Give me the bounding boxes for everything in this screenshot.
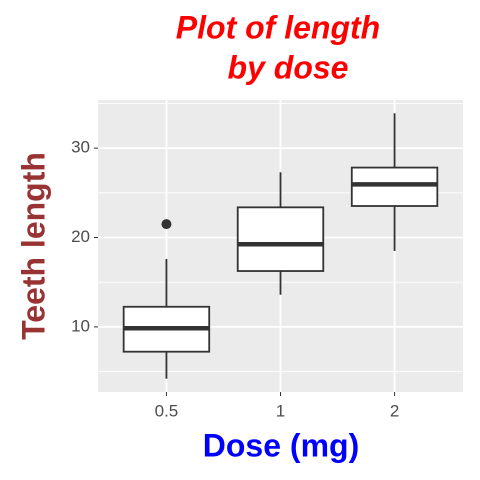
x-axis-title: Dose (mg) xyxy=(203,427,359,463)
box xyxy=(236,206,325,272)
y-tick-label: 30 xyxy=(71,138,90,157)
x-tick-label: 1 xyxy=(276,401,285,420)
y-tick-label: 20 xyxy=(71,227,90,246)
x-tick-label: 2 xyxy=(390,401,399,420)
chart-title: by dose xyxy=(228,49,349,85)
y-tick-label: 10 xyxy=(71,316,90,335)
x-tick-label: 0.5 xyxy=(155,401,179,420)
outlier xyxy=(161,219,172,230)
chart-title: Plot of length xyxy=(176,9,380,45)
y-axis-title: Teeth length xyxy=(15,152,51,340)
box xyxy=(350,166,439,207)
